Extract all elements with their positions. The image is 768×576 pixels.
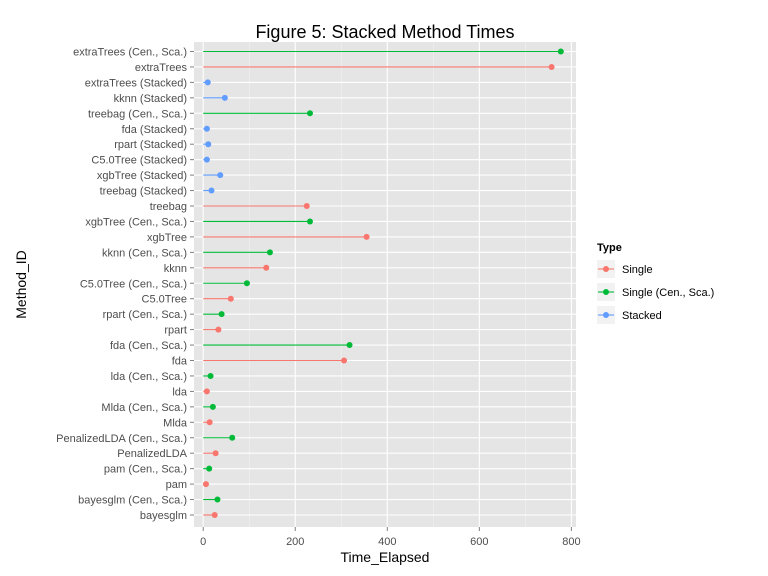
y-tick-label: kknn (Cen., Sca.) <box>102 247 187 259</box>
y-tick-label: treebag <box>150 201 187 213</box>
legend-key-point <box>603 266 609 272</box>
y-tick-label: Mlda <box>163 417 188 429</box>
data-point <box>346 342 353 349</box>
data-point <box>557 48 564 55</box>
data-point <box>306 218 313 225</box>
plot-panel <box>194 42 576 527</box>
y-tick-label: xgbTree (Stacked) <box>97 170 187 182</box>
data-point <box>263 264 270 271</box>
y-tick-label: C5.0Tree (Stacked) <box>91 155 187 167</box>
chart-title: Figure 5: Stacked Method Times <box>255 22 514 42</box>
data-point <box>203 388 210 395</box>
x-tick-labels: 0 200 400 600 800 <box>200 527 581 548</box>
data-point <box>221 94 228 101</box>
legend-key-point <box>603 312 609 318</box>
data-point <box>206 465 213 472</box>
y-tick-label: rpart (Cen., Sca.) <box>103 309 187 321</box>
y-tick-label: fda (Stacked) <box>122 124 187 136</box>
legend-label: Single (Cen., Sca.) <box>622 287 714 299</box>
data-point <box>203 156 210 163</box>
x-tick-label: 400 <box>378 536 396 548</box>
data-point <box>363 233 370 240</box>
data-point <box>207 372 214 379</box>
legend-label: Single <box>622 264 653 276</box>
data-point <box>202 481 209 488</box>
x-tick-label: 600 <box>470 536 488 548</box>
data-point <box>229 434 236 441</box>
y-tick-label: lda <box>172 386 188 398</box>
x-axis-title: Time_Elapsed <box>341 549 430 565</box>
data-point <box>306 110 313 117</box>
data-point <box>548 63 555 70</box>
data-point <box>215 326 222 333</box>
y-tick-label: Mlda (Cen., Sca.) <box>101 402 187 414</box>
data-point <box>217 172 224 179</box>
data-point <box>205 141 212 148</box>
data-point <box>341 357 348 364</box>
y-tick-label: fda (Cen., Sca.) <box>110 340 187 352</box>
data-point <box>243 280 250 287</box>
x-tick-label: 0 <box>200 536 206 548</box>
y-tick-label: bayesglm <box>140 510 187 522</box>
y-tick-label: treebag (Cen., Sca.) <box>88 108 187 120</box>
y-tick-label: xgbTree (Cen., Sca.) <box>85 216 187 228</box>
y-tick-label: C5.0Tree (Cen., Sca.) <box>80 278 187 290</box>
data-point <box>206 419 213 426</box>
x-tick-label: 200 <box>286 536 304 548</box>
data-point <box>204 79 211 86</box>
legend-title: Type <box>597 242 622 254</box>
y-tick-label: lda (Cen., Sca.) <box>111 371 187 383</box>
y-tick-label: kknn <box>164 263 187 275</box>
data-point <box>227 295 234 302</box>
y-tick-label: extraTrees (Stacked) <box>85 77 187 89</box>
y-tick-label: extraTrees (Cen., Sca.) <box>73 47 187 59</box>
y-axis-title: Method_ID <box>13 250 29 318</box>
y-tick-label: bayesglm (Cen., Sca.) <box>78 495 187 507</box>
x-tick-label: 800 <box>562 536 580 548</box>
y-tick-label: pam (Cen., Sca.) <box>104 464 187 476</box>
data-point <box>214 496 221 503</box>
data-point <box>211 512 218 518</box>
y-tick-label: PenalizedLDA (Cen., Sca.) <box>56 433 187 445</box>
y-tick-label: pam <box>166 479 187 491</box>
chart-marks <box>202 48 564 518</box>
data-point <box>218 311 225 318</box>
legend-label: Stacked <box>622 310 662 322</box>
y-tick-label: rpart (Stacked) <box>114 139 187 151</box>
data-point <box>266 249 273 256</box>
data-point <box>208 187 215 194</box>
y-tick-labels: extraTrees (Cen., Sca.) extraTrees extraTr… <box>56 47 194 522</box>
y-tick-label: xgbTree <box>147 232 187 244</box>
y-tick-label: PenalizedLDA <box>117 448 187 460</box>
y-tick-label: treebag (Stacked) <box>100 186 187 198</box>
y-tick-label: C5.0Tree <box>142 294 187 306</box>
y-tick-label: extraTrees <box>135 62 188 74</box>
data-point <box>209 403 216 410</box>
legend-key-point <box>603 289 609 295</box>
y-tick-label: rpart <box>164 325 187 337</box>
grid-major <box>194 42 576 527</box>
y-tick-label: fda <box>172 356 188 368</box>
y-tick-label: kknn (Stacked) <box>114 93 187 105</box>
data-point <box>203 125 210 132</box>
legend: Type Single Single (Cen., Sca.) Stacked <box>597 242 714 324</box>
data-point <box>212 450 219 457</box>
data-point <box>303 203 310 209</box>
